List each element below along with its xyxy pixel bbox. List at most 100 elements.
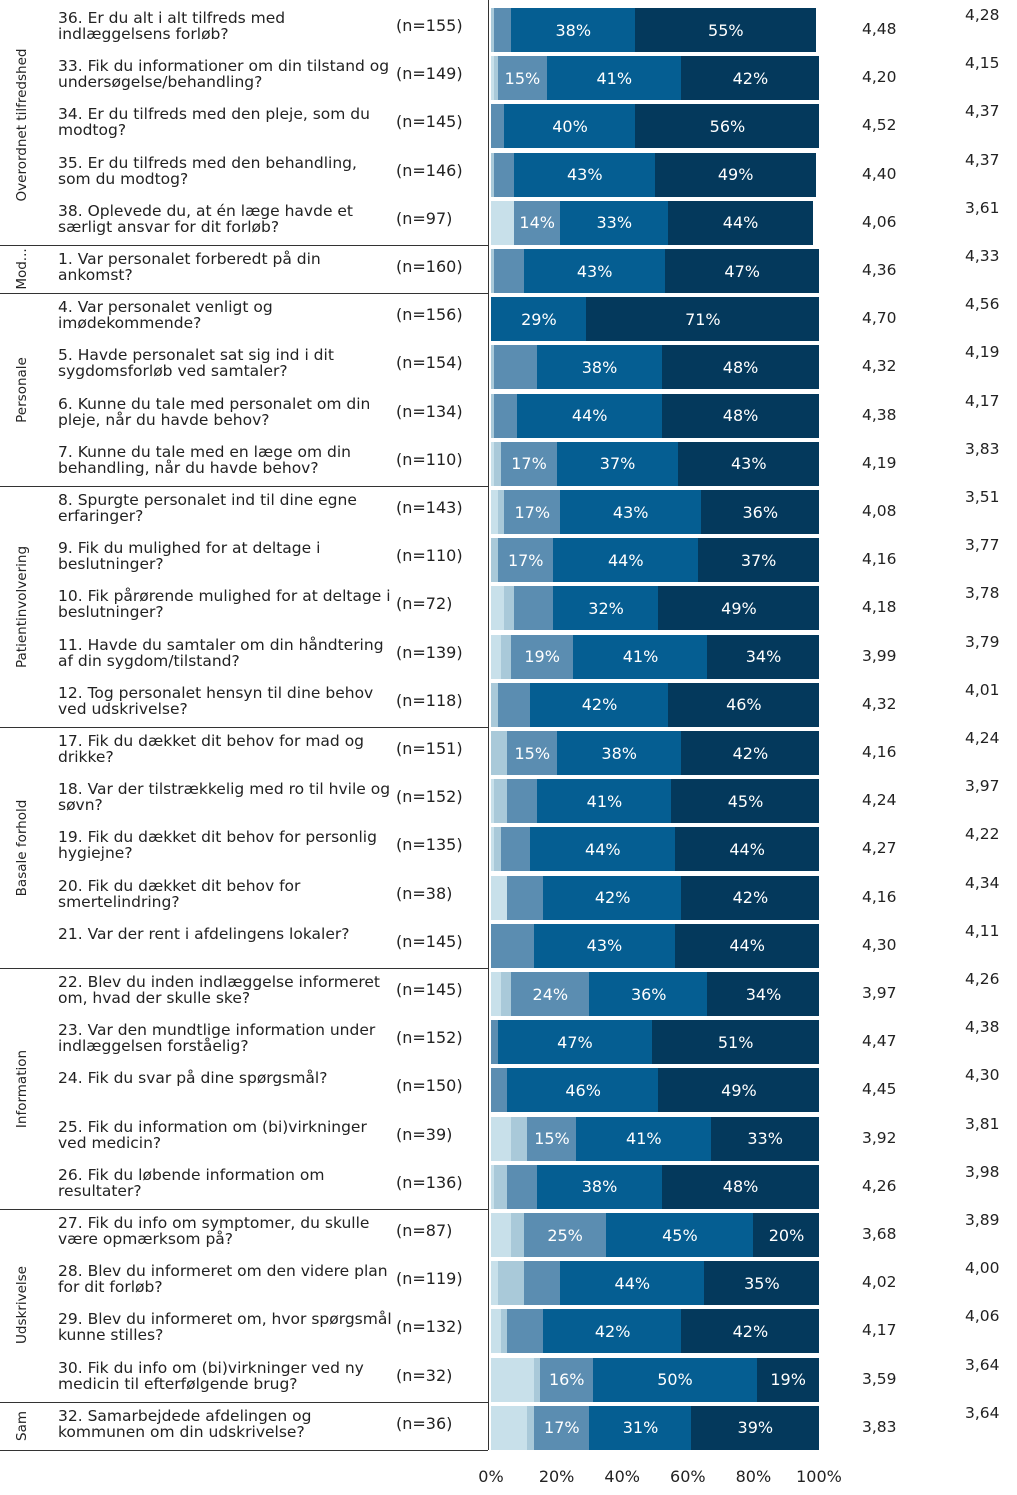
reference-score: 3,97 xyxy=(965,777,1000,796)
bar-segment xyxy=(491,972,502,1016)
question-label: 12. Tog personalet hensyn til dine behov… xyxy=(58,683,374,718)
bar-segment: 24% xyxy=(510,972,590,1016)
bar-segment: 38% xyxy=(536,345,663,390)
group-label: Overordnet tilfredshed xyxy=(14,48,30,201)
bar-segment: 47% xyxy=(497,1020,653,1065)
bar-segment: 44% xyxy=(668,200,814,245)
bar-segment: 32% xyxy=(553,586,659,631)
group-separator xyxy=(0,727,488,728)
reference-score: 3,51 xyxy=(965,488,1000,506)
bar-segment: 42% xyxy=(681,731,819,775)
bar-segment: 42% xyxy=(543,875,682,920)
bar-segment: 44% xyxy=(674,827,819,872)
bar-segment: 44% xyxy=(530,827,676,872)
bar-segment xyxy=(491,1164,495,1209)
group-separator xyxy=(0,968,488,969)
bar-segment xyxy=(491,682,499,727)
x-tick-label: 40% xyxy=(604,1467,640,1486)
sample-size-label: (n=39) xyxy=(396,1124,453,1144)
mean-score: 3,68 xyxy=(862,1225,897,1243)
mean-score: 4,26 xyxy=(862,1176,897,1195)
bar-segment: 46% xyxy=(668,682,819,727)
reference-score: 4,22 xyxy=(965,825,1000,844)
bar-segment xyxy=(494,56,499,101)
group-label: Sam xyxy=(14,1410,30,1441)
question-label: 5. Havde personalet sat sig ind i dit sy… xyxy=(58,346,334,381)
reference-score: 3,61 xyxy=(965,198,1000,217)
bar-segment xyxy=(497,1261,525,1306)
group-label: Udskrivelse xyxy=(14,1266,30,1345)
bar-segment: 19% xyxy=(756,1357,819,1402)
stacked-bar: 14% 33% 44% xyxy=(491,200,819,245)
bar-segment: 42% xyxy=(681,875,819,920)
question-label: 11. Havde du samtaler om din håndtering … xyxy=(58,635,384,670)
question-label: 20. Fik du dækket dit behov for smerteli… xyxy=(58,876,301,911)
mean-score: 4,19 xyxy=(862,453,897,472)
bar-segment xyxy=(491,441,495,486)
bar-segment xyxy=(500,972,512,1016)
bar-segment: 44% xyxy=(559,1261,705,1306)
sample-size-label: (n=149) xyxy=(396,64,463,84)
bar-segment xyxy=(494,1164,508,1209)
bar-segment xyxy=(491,634,502,679)
stacked-bar: 38% 48% xyxy=(491,1164,819,1209)
bar-segment: 43% xyxy=(513,152,656,197)
bar-segment: 35% xyxy=(704,1261,819,1306)
bar-segment xyxy=(491,393,495,438)
sample-size-label: (n=119) xyxy=(396,1269,463,1289)
bar-segment xyxy=(523,1261,561,1306)
bar-segment xyxy=(491,200,515,245)
question-label: 19. Fik du dækket dit behov for personli… xyxy=(58,828,377,863)
mean-score: 4,06 xyxy=(862,212,897,231)
mean-score: 4,48 xyxy=(862,20,897,38)
stacked-bar: 32% 49% xyxy=(491,586,819,631)
reference-score: 4,01 xyxy=(965,680,1000,699)
stacked-bar: 24% 36% 34% xyxy=(491,972,819,1016)
x-tick-label: 0% xyxy=(478,1467,504,1486)
bar-segment xyxy=(491,1261,499,1306)
bar-segment xyxy=(491,249,495,293)
mean-score: 3,59 xyxy=(862,1369,897,1388)
question-label: 18. Var der tilstrækkelig med ro til hvi… xyxy=(58,780,391,815)
reference-score: 3,98 xyxy=(965,1162,1000,1181)
question-label: 23. Var den mundtlige information under … xyxy=(58,1021,376,1056)
bar-segment xyxy=(497,490,505,534)
bar-segment xyxy=(491,104,505,149)
bar-segment xyxy=(497,682,531,727)
bar-segment: 42% xyxy=(543,1309,682,1354)
sample-size-label: (n=110) xyxy=(396,546,463,566)
bar-segment xyxy=(491,875,508,920)
sample-size-label: (n=143) xyxy=(396,498,463,517)
stacked-bar: 17% 37% 43% xyxy=(491,441,819,486)
bar-segment xyxy=(491,1068,508,1113)
question-label: 35. Er du tilfreds med den behandling, s… xyxy=(58,153,357,188)
bar-segment: 56% xyxy=(635,104,819,149)
question-label: 28. Blev du informeret om den videre pla… xyxy=(58,1262,388,1297)
reference-score: 3,64 xyxy=(965,1355,1000,1374)
question-label: 25. Fik du information om (bi)virkninger… xyxy=(58,1117,367,1152)
question-label: 4. Var personalet venligt og imødekommen… xyxy=(58,298,273,333)
bar-segment xyxy=(491,731,508,775)
mean-score: 4,17 xyxy=(862,1321,897,1340)
bar-segment: 38% xyxy=(510,8,636,52)
mean-score: 4,27 xyxy=(862,839,897,858)
bar-segment: 49% xyxy=(658,586,819,631)
mean-score: 4,16 xyxy=(862,743,897,761)
bar-segment xyxy=(507,779,538,824)
bar-segment: 45% xyxy=(605,1213,754,1257)
bar-segment xyxy=(491,779,495,824)
question-label: 29. Blev du informeret om, hvor spørgsmå… xyxy=(58,1310,392,1345)
x-tick-label: 100% xyxy=(796,1467,842,1486)
axis-line xyxy=(488,0,489,1450)
bar-segment: 42% xyxy=(530,682,669,727)
bar-segment: 38% xyxy=(536,1164,663,1209)
question-label: 33. Fik du informationer om din tilstand… xyxy=(58,57,390,92)
bar-segment: 17% xyxy=(533,1405,590,1450)
bar-segment: 17% xyxy=(497,538,554,583)
bar-segment: 25% xyxy=(523,1213,607,1257)
mean-score: 4,52 xyxy=(862,116,897,135)
x-tick-label: 20% xyxy=(538,1467,575,1486)
sample-size-label: (n=151) xyxy=(396,739,463,758)
question-label: 30. Fik du info om (bi)virkninger ved ny… xyxy=(58,1358,364,1393)
bar-segment xyxy=(500,827,531,872)
